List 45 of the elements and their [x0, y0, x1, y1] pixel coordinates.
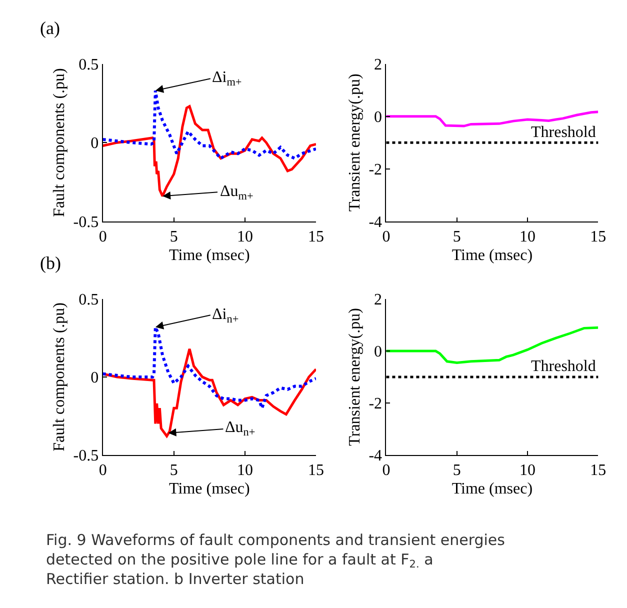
y-axis-title: Transient energy(.pu): [346, 74, 364, 212]
text: (a): [40, 18, 60, 38]
y-tick-label: 0.5: [78, 56, 99, 74]
annotation: Δu$_{m+}$: [220, 183, 254, 202]
text: (b): [40, 253, 61, 273]
ref-line-label: Threshold: [531, 124, 596, 141]
y-tick-label: 0: [90, 135, 99, 152]
y-tick-label: 0: [90, 370, 99, 387]
annotation: Δi$_{n+}$: [212, 306, 239, 326]
line-series: [386, 110, 598, 128]
x-tick-label: 10: [236, 462, 253, 479]
y-tick-label: -4: [368, 214, 382, 231]
y-tick-label: -2: [368, 161, 382, 178]
x-tick-label: 15: [590, 228, 606, 246]
y-tick-label: -4: [368, 447, 382, 464]
x-tick-label: 5: [452, 462, 461, 479]
text: Fig. 9 Waveforms of fault components and transient energies detected on the positive pole line for a fault at F$_{2.}$ a Rectifier station. b Inverter station: [46, 531, 505, 588]
y-tick-label: 2: [374, 56, 382, 74]
y-tick-label: 0: [374, 108, 382, 126]
x-axis-title: Time (msec): [169, 480, 250, 498]
x-axis-title: Time (msec): [452, 480, 533, 498]
x-tick-label: 10: [520, 228, 536, 246]
y-axis-title: Transient energy(.pu): [346, 308, 364, 446]
y-tick-label: -0.5: [73, 214, 99, 231]
y-axis-title: Fault components (.pu): [51, 302, 68, 452]
x-axis-title: Time (msec): [169, 247, 250, 264]
annotation: Δu$_{n+}$: [225, 419, 256, 438]
y-tick-label: -2: [368, 396, 382, 413]
x-tick-label: 15: [308, 228, 324, 246]
annotation: Δi$_{m+}$: [212, 69, 242, 88]
line-series: [102, 348, 316, 438]
x-axis-title: Time (msec): [452, 247, 533, 264]
x-tick-label: 15: [590, 462, 606, 479]
y-tick-label: 2: [374, 292, 382, 309]
x-tick-label: 5: [170, 228, 178, 246]
x-tick-label: 15: [308, 462, 324, 479]
y-tick-label: -0.5: [73, 447, 99, 464]
y-tick-label: 0: [374, 344, 382, 361]
x-tick-label: 5: [452, 228, 461, 246]
y-axis-title: Fault components (.pu): [51, 68, 68, 218]
y-tick-label: 0.5: [78, 292, 99, 309]
x-tick-label: 10: [520, 462, 536, 479]
x-tick-label: 10: [236, 228, 253, 246]
ref-line-label: Threshold: [531, 358, 596, 375]
x-tick-label: 5: [170, 462, 178, 479]
